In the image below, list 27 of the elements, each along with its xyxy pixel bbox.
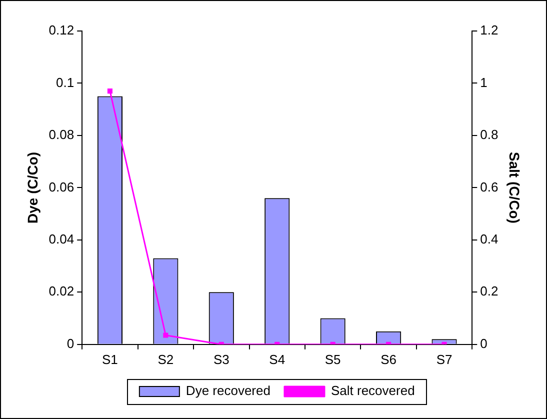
y-tick-label: 0.1 [56,74,74,90]
x-tick-label: S3 [213,352,230,367]
x-tick-label: S6 [380,352,397,367]
point [107,88,112,94]
legend-label: Dye recovered [186,383,270,398]
y-tick-label: 0.06 [48,179,74,194]
y2-tick-label: 1.2 [480,22,498,38]
point [163,332,168,338]
y2-tick-label: 1 [480,74,488,90]
x-tick-label: S4 [269,352,286,367]
y2-tick-label: 0.2 [480,284,498,299]
y2-tick-label: 0 [480,336,488,351]
y2-tick-label: 0.8 [480,127,498,142]
legend-label: Salt recovered [330,383,415,398]
y-tick-label: 0.02 [48,284,74,299]
y-tick-label: 0.04 [48,232,74,247]
y-axis-title: Dye (C/Co) [24,152,40,224]
x-tick-label: S5 [324,352,341,367]
x-tick-label: S7 [436,352,452,367]
y2-axis-title: Salt (C/Co) [506,152,523,224]
y2-tick-label: 0.6 [480,179,498,194]
y2-tick-label: 0.4 [480,232,498,247]
x-tick-label: S2 [158,352,174,367]
x-tick-label: S1 [102,352,118,367]
y-tick-label: 0.08 [48,127,74,142]
y-tick-label: 0 [66,336,74,351]
y-tick-label: 0.12 [48,22,74,38]
